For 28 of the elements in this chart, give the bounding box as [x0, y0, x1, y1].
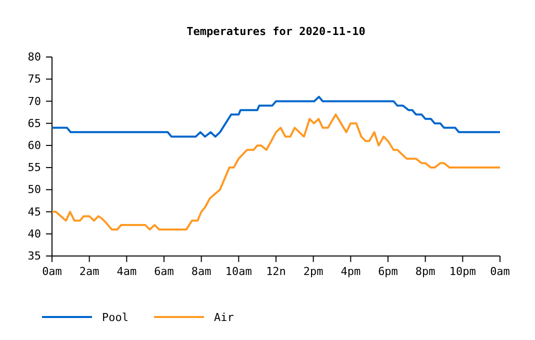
- x-tick-label: 4pm: [340, 264, 361, 278]
- y-tick-label: 40: [28, 227, 41, 240]
- y-tick-label: 35: [28, 250, 41, 263]
- x-tick-label: 12n: [266, 264, 286, 278]
- y-tick-label: 55: [28, 161, 41, 174]
- x-tick-label: 8pm: [415, 264, 436, 278]
- x-tick-label: 2am: [79, 264, 100, 278]
- y-tick-label: 45: [28, 205, 41, 218]
- x-tick-label: 4am: [116, 264, 137, 278]
- x-tick-label: 2pm: [303, 264, 324, 278]
- x-tick-label: 6am: [154, 264, 174, 278]
- y-tick-label: 75: [28, 72, 41, 86]
- x-tick-label: 8am: [191, 264, 212, 278]
- x-tick-label: 0am: [42, 264, 62, 278]
- legend-label: Air: [214, 311, 234, 324]
- line-series: [51, 113, 501, 230]
- y-tick-label: 50: [28, 183, 41, 196]
- chart-title: Temperatures for 2020-11-10: [186, 25, 366, 38]
- x-tick-label: 10am: [225, 264, 252, 278]
- x-tick-label: 10pm: [449, 264, 476, 278]
- x-tick-label: 6pm: [378, 264, 398, 278]
- x-tick-label: 0am: [490, 264, 510, 278]
- y-tick-label: 60: [28, 138, 41, 152]
- legend-label: Pool: [102, 311, 128, 324]
- y-tick-label: 70: [28, 94, 41, 108]
- y-tick-label: 65: [28, 116, 41, 130]
- line-series: [51, 96, 501, 138]
- y-tick-label: 80: [28, 50, 41, 64]
